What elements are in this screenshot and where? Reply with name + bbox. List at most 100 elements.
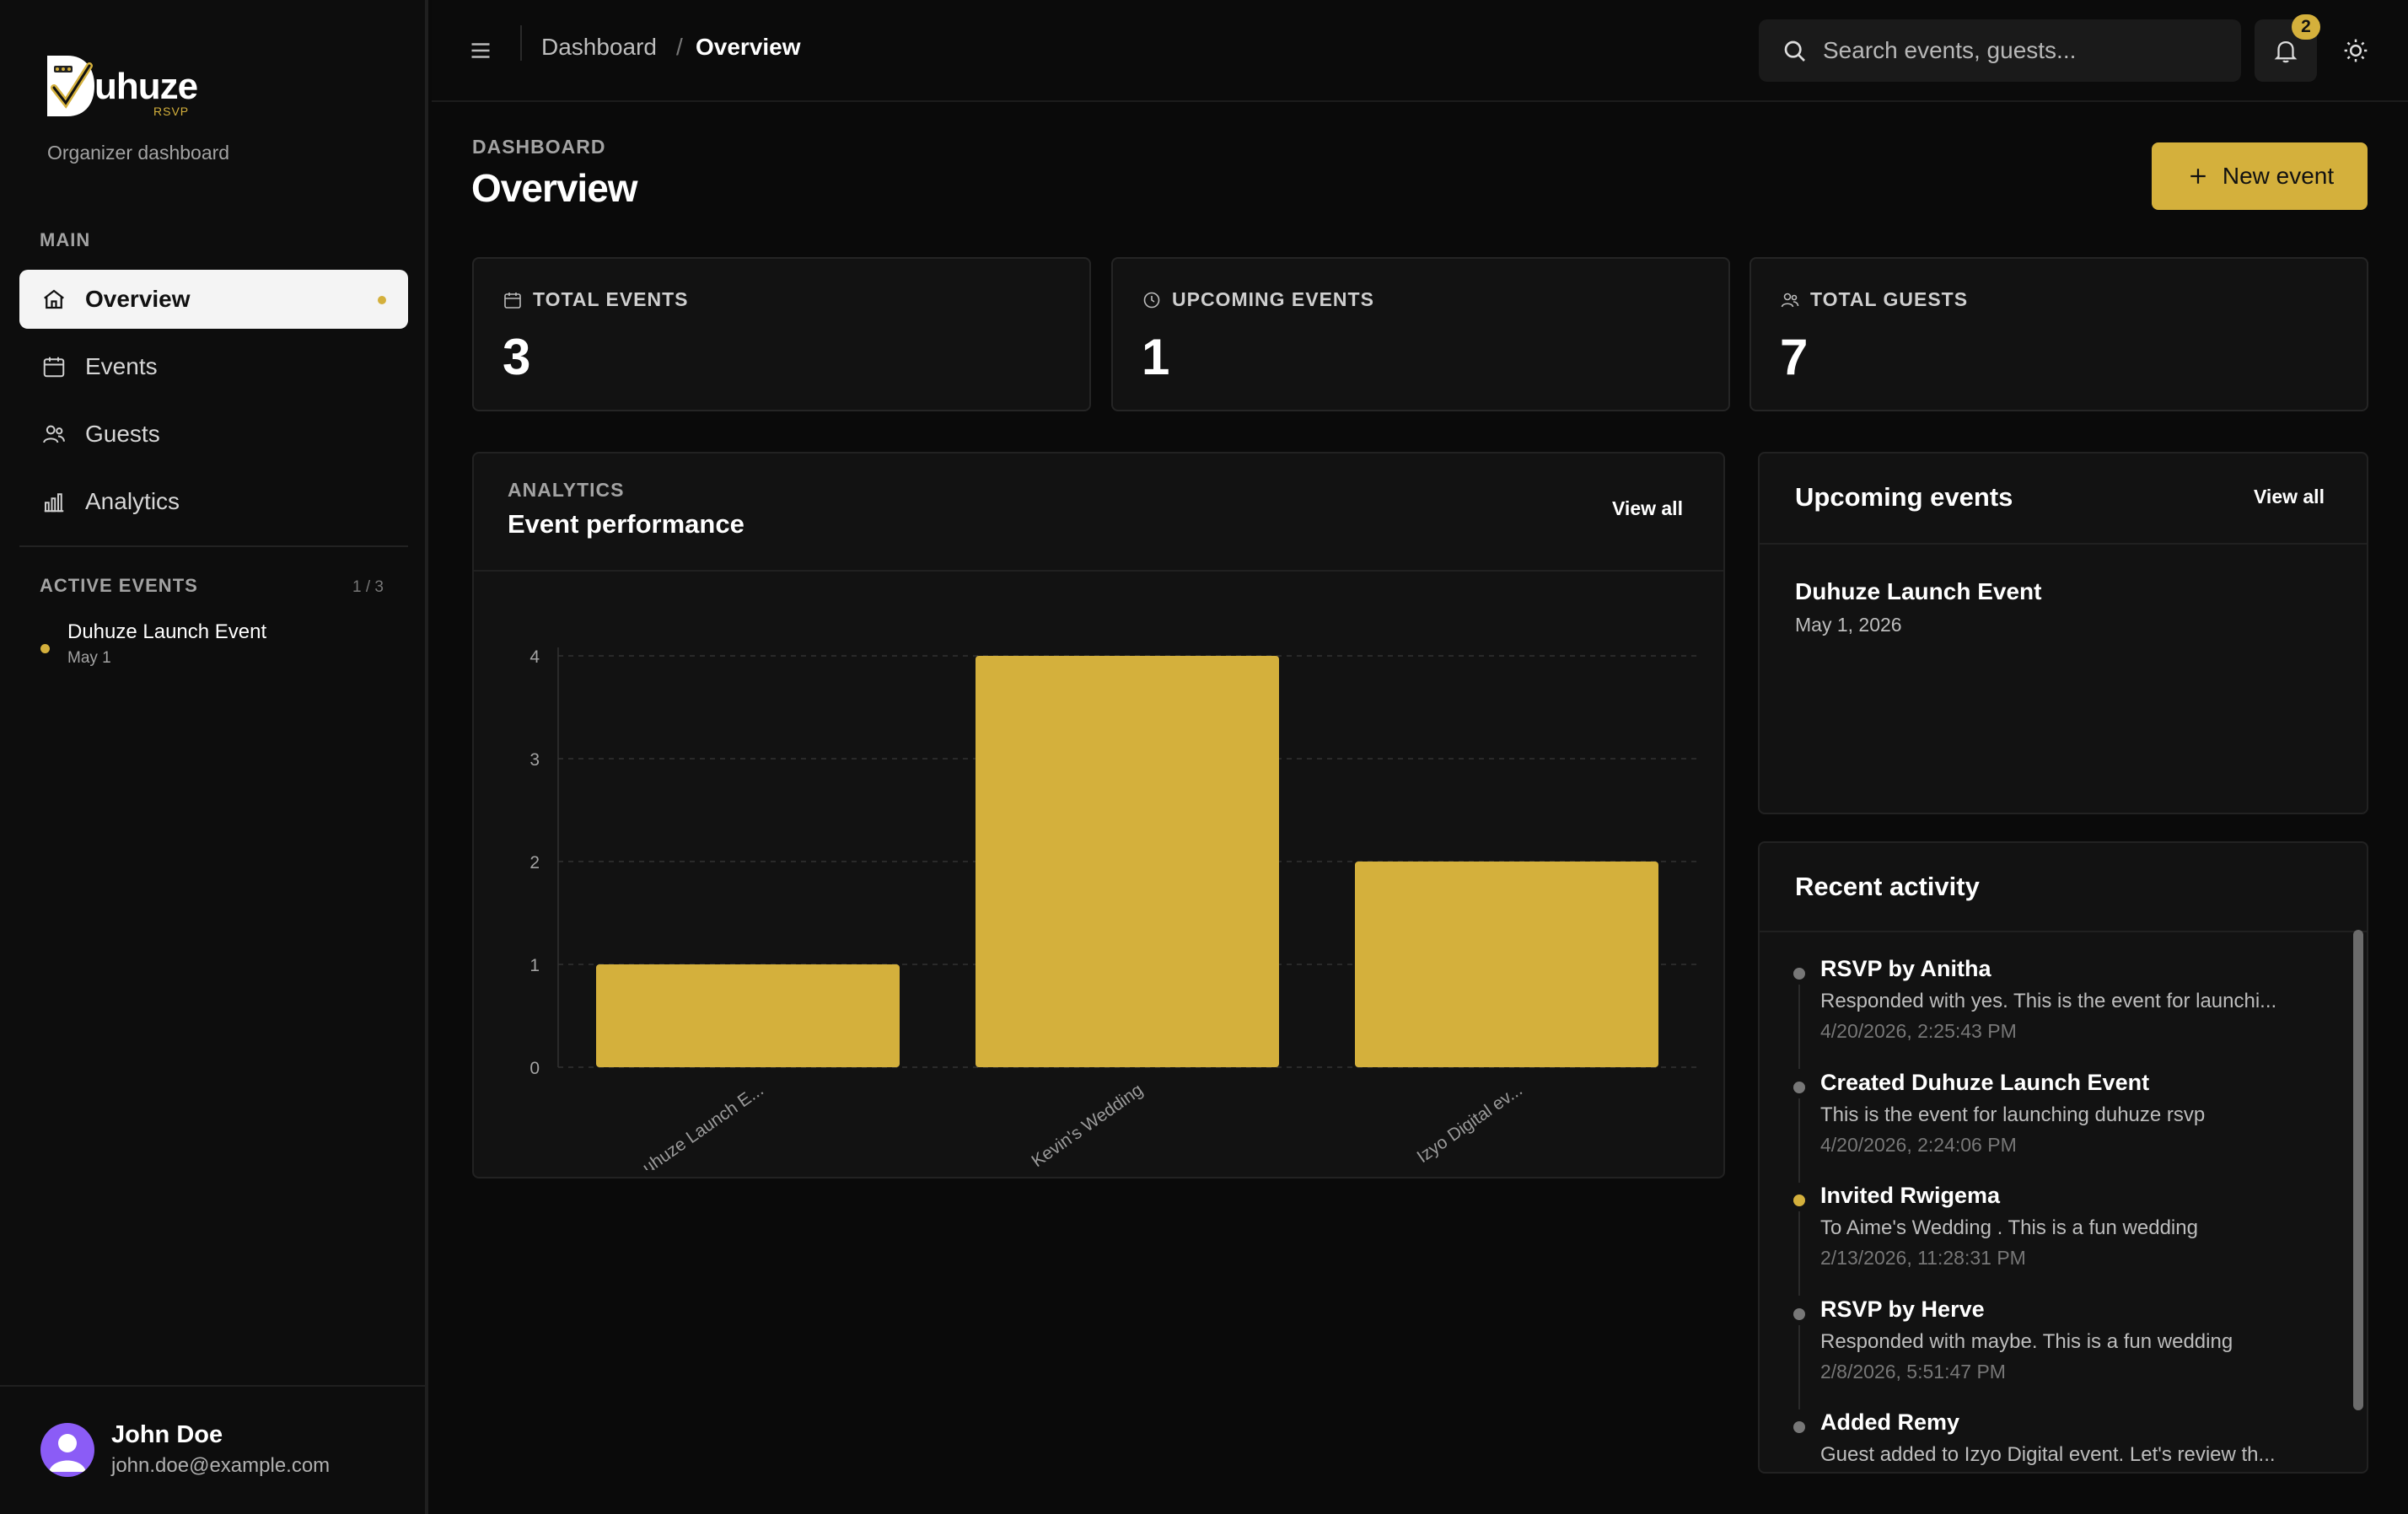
stat-label: UPCOMING EVENTS <box>1142 288 1374 311</box>
upcoming-event-name: Duhuze Launch Event <box>1795 578 2042 604</box>
menu-toggle-button[interactable] <box>465 35 496 66</box>
active-events-label: ACTIVE EVENTS <box>40 575 198 596</box>
sidebar-item-overview[interactable]: Overview <box>19 270 408 329</box>
event-performance-card: ANALYTICS Event performance View all 0 1 2… <box>472 452 1725 1178</box>
chart-bar[interactable] <box>1355 862 1658 1067</box>
card-title: Upcoming events <box>1795 482 2013 512</box>
sidebar-item-label: Guests <box>85 421 160 447</box>
recent-activity-card: Recent activity RSVP by Anitha Responded… <box>1758 841 2368 1474</box>
activity-description: To Aime's Wedding . This is a fun weddin… <box>1820 1216 2198 1239</box>
search-input[interactable] <box>1823 37 2228 64</box>
x-tick-label: uhuze Launch E... <box>639 1080 767 1170</box>
breadcrumb-separator: / <box>676 34 683 60</box>
y-tick-label: 3 <box>529 750 540 770</box>
page-title: Overview <box>471 166 638 210</box>
topbar-separator <box>520 25 522 61</box>
card-header-divider <box>1760 543 2367 545</box>
sidebar-item-label: Analytics <box>85 488 180 514</box>
stat-label: TOTAL EVENTS <box>503 288 689 311</box>
activity-description: Responded with maybe. This is a fun wedd… <box>1820 1330 2233 1353</box>
activity-connector <box>1798 985 1800 1069</box>
activity-item[interactable]: RSVP by Anitha Responded with yes. This … <box>1760 954 2355 1069</box>
activity-item[interactable]: Added Remy Guest added to Izyo Digital e… <box>1760 1408 2355 1467</box>
bell-icon <box>2274 40 2298 63</box>
card-header-divider <box>1760 931 2367 932</box>
activity-item[interactable]: Invited Rwigema To Aime's Wedding . This… <box>1760 1181 2355 1296</box>
avatar[interactable] <box>40 1423 94 1477</box>
user-divider <box>0 1385 425 1387</box>
page-eyebrow: DASHBOARD <box>472 136 606 158</box>
y-tick-label: 0 <box>529 1059 540 1078</box>
new-event-button[interactable]: New event <box>2152 142 2368 210</box>
main-section-label: MAIN <box>40 229 91 250</box>
stat-card-total-guests: TOTAL GUESTS 7 <box>1750 257 2368 411</box>
stat-value: 7 <box>1780 329 1809 385</box>
activity-scrollbar[interactable] <box>2353 930 2363 1410</box>
logo-wordmark: uhuze <box>94 66 198 107</box>
chart-bar[interactable] <box>976 656 1279 1067</box>
logo-subtitle: RSVP <box>153 105 190 118</box>
y-tick-label: 2 <box>529 853 540 872</box>
activity-time: 4/20/2026, 2:24:06 PM <box>1820 1134 2017 1156</box>
activity-connector <box>1798 1098 1800 1183</box>
y-tick-label: 1 <box>529 956 540 975</box>
activity-item[interactable]: RSVP by Herve Responded with maybe. This… <box>1760 1295 2355 1409</box>
sidebar-item-analytics[interactable]: Analytics <box>19 472 408 531</box>
search-box[interactable] <box>1759 19 2241 82</box>
clock-icon <box>1143 292 1160 308</box>
activity-dot <box>1793 1308 1805 1320</box>
card-eyebrow: ANALYTICS <box>508 479 625 501</box>
sidebar: uhuze RSVP Organizer dashboard MAIN Over… <box>0 0 428 1514</box>
notification-badge: 2 <box>2292 14 2320 40</box>
x-tick-label: Izyo Digital ev... <box>1414 1080 1526 1167</box>
users-icon <box>41 421 67 447</box>
card-title: Recent activity <box>1795 872 1980 901</box>
active-events-count: 1 / 3 <box>352 578 384 596</box>
sidebar-item-guests[interactable]: Guests <box>19 405 408 464</box>
upcoming-event-item[interactable]: Duhuze Launch Event May 1, 2026 <box>1795 578 2041 636</box>
active-indicator-dot <box>378 296 386 304</box>
theme-toggle-button[interactable] <box>2339 34 2373 67</box>
activity-title: RSVP by Anitha <box>1820 956 1991 981</box>
sidebar-tagline: Organizer dashboard <box>47 142 230 164</box>
user-name: John Doe <box>111 1421 223 1448</box>
home-icon <box>41 287 67 312</box>
duhuze-logo[interactable]: uhuze RSVP <box>46 54 206 121</box>
active-event-dot <box>40 644 50 653</box>
activity-list[interactable]: RSVP by Anitha Responded with yes. This … <box>1760 934 2355 1467</box>
activity-dot <box>1793 1082 1805 1093</box>
activity-title: Created Duhuze Launch Event <box>1820 1070 2150 1095</box>
event-performance-chart: 0 1 2 3 4 uhuze Launch E... Kevin's Wedding Izy… <box>529 647 1696 1170</box>
sidebar-item-label: Events <box>85 353 158 379</box>
card-header-divider <box>474 570 1723 572</box>
activity-title: Added Remy <box>1820 1409 1960 1435</box>
calendar-icon <box>41 354 67 379</box>
sidebar-item-label: Overview <box>85 286 191 312</box>
sun-icon <box>2344 39 2368 62</box>
upcoming-events-card: Upcoming events View all Duhuze Launch E… <box>1758 452 2368 814</box>
activity-connector <box>1798 1211 1800 1296</box>
activity-description: Responded with yes. This is the event fo… <box>1820 990 2277 1012</box>
hamburger-icon <box>471 43 490 58</box>
chart-bar[interactable] <box>596 964 900 1067</box>
activity-title: Invited Rwigema <box>1820 1183 2001 1208</box>
stat-label-text: UPCOMING EVENTS <box>1172 288 1374 310</box>
topbar: Dashboard / Overview 2 <box>432 0 2408 102</box>
activity-description: This is the event for launching duhuze r… <box>1820 1103 2206 1126</box>
calendar-icon <box>504 292 521 309</box>
activity-item[interactable]: Created Duhuze Launch Event This is the … <box>1760 1068 2355 1183</box>
stat-value: 1 <box>1142 329 1170 385</box>
stat-card-total-events: TOTAL EVENTS 3 <box>472 257 1091 411</box>
active-event-name: Duhuze Launch Event <box>67 620 267 643</box>
stat-card-upcoming-events: UPCOMING EVENTS 1 <box>1111 257 1730 411</box>
active-event-date: May 1 <box>67 649 111 667</box>
search-icon <box>1784 40 1805 62</box>
sidebar-item-events[interactable]: Events <box>19 337 408 396</box>
activity-dot <box>1793 968 1805 980</box>
view-all-upcoming-link[interactable]: View all <box>2254 486 2325 507</box>
stat-value: 3 <box>503 329 531 385</box>
bar-chart-icon <box>41 489 67 514</box>
view-all-performance-link[interactable]: View all <box>1612 497 1683 519</box>
card-title: Event performance <box>508 509 744 539</box>
breadcrumb-dashboard[interactable]: Dashboard <box>541 34 657 60</box>
